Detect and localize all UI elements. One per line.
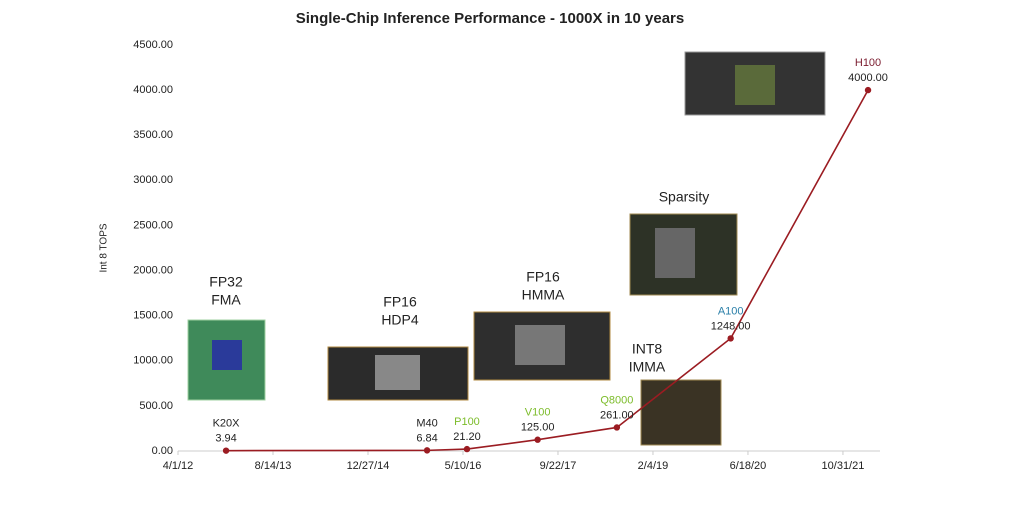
point — [613, 424, 621, 431]
point-name: P100 — [454, 416, 480, 428]
annotation: Sparsity — [659, 189, 710, 205]
y-tick-label: 3500.00 — [133, 129, 173, 141]
point-name: H100 — [855, 57, 881, 69]
y-tick-label: 1000.00 — [133, 355, 173, 367]
chip-die — [375, 355, 420, 390]
x-tick-label: 2/4/19 — [638, 460, 669, 472]
point-name: Q8000 — [600, 394, 633, 406]
annotation: INT8 — [632, 341, 663, 357]
data-label: 1248.00 — [711, 320, 751, 332]
y-tick-label: 4000.00 — [133, 84, 173, 96]
point — [222, 447, 230, 454]
annotation: FMA — [211, 292, 241, 308]
y-axis-label: Int 8 TOPS — [99, 223, 110, 272]
annotation: FP32 — [209, 274, 243, 290]
y-tick-label: 2000.00 — [133, 264, 173, 276]
chip-images — [187, 51, 826, 446]
x-tick-label: 12/27/14 — [347, 460, 390, 472]
point — [864, 86, 872, 94]
annotation: HDP4 — [381, 312, 419, 328]
point-name: K20X — [213, 418, 241, 430]
annotation: FP16 — [526, 269, 560, 285]
point — [727, 335, 734, 342]
point — [423, 447, 431, 454]
x-tick-label: 6/18/20 — [730, 460, 767, 472]
y-tick-label: 1500.00 — [133, 310, 173, 322]
data-label: 4000.00 — [848, 72, 888, 84]
data-label: 6.84 — [416, 432, 437, 444]
annotation: HMMA — [522, 287, 565, 303]
data-label: 125.00 — [521, 422, 555, 434]
point-name: V100 — [525, 407, 551, 419]
chip-image — [640, 379, 722, 446]
data-label: 21.20 — [453, 431, 481, 443]
point — [463, 445, 471, 453]
x-tick-label: 10/31/21 — [822, 460, 865, 472]
y-tick-label: 3000.00 — [133, 174, 173, 186]
chip-die — [212, 340, 242, 370]
x-tick-label: 9/22/17 — [540, 460, 577, 472]
y-tick-label: 500.00 — [139, 400, 173, 412]
point-name: M40 — [416, 417, 437, 429]
chip-die — [735, 65, 775, 105]
y-tick-label: 0.00 — [152, 445, 173, 457]
y-tick-label: 2500.00 — [133, 219, 173, 231]
y-tick-label: 4500.00 — [133, 39, 173, 51]
annotation: IMMA — [629, 359, 666, 375]
chart-title: Single-Chip Inference Performance - 1000… — [296, 10, 685, 27]
chip-die — [655, 228, 695, 278]
x-tick-label: 4/1/12 — [163, 460, 194, 472]
chip-die — [515, 325, 565, 365]
annotation: FP16 — [383, 294, 417, 310]
point — [534, 436, 541, 443]
x-tick-label: 8/14/13 — [255, 460, 292, 472]
point-name: A100 — [718, 305, 744, 317]
data-label: 261.00 — [600, 409, 634, 421]
data-label: 3.94 — [215, 433, 236, 445]
x-tick-label: 5/10/16 — [445, 460, 482, 472]
